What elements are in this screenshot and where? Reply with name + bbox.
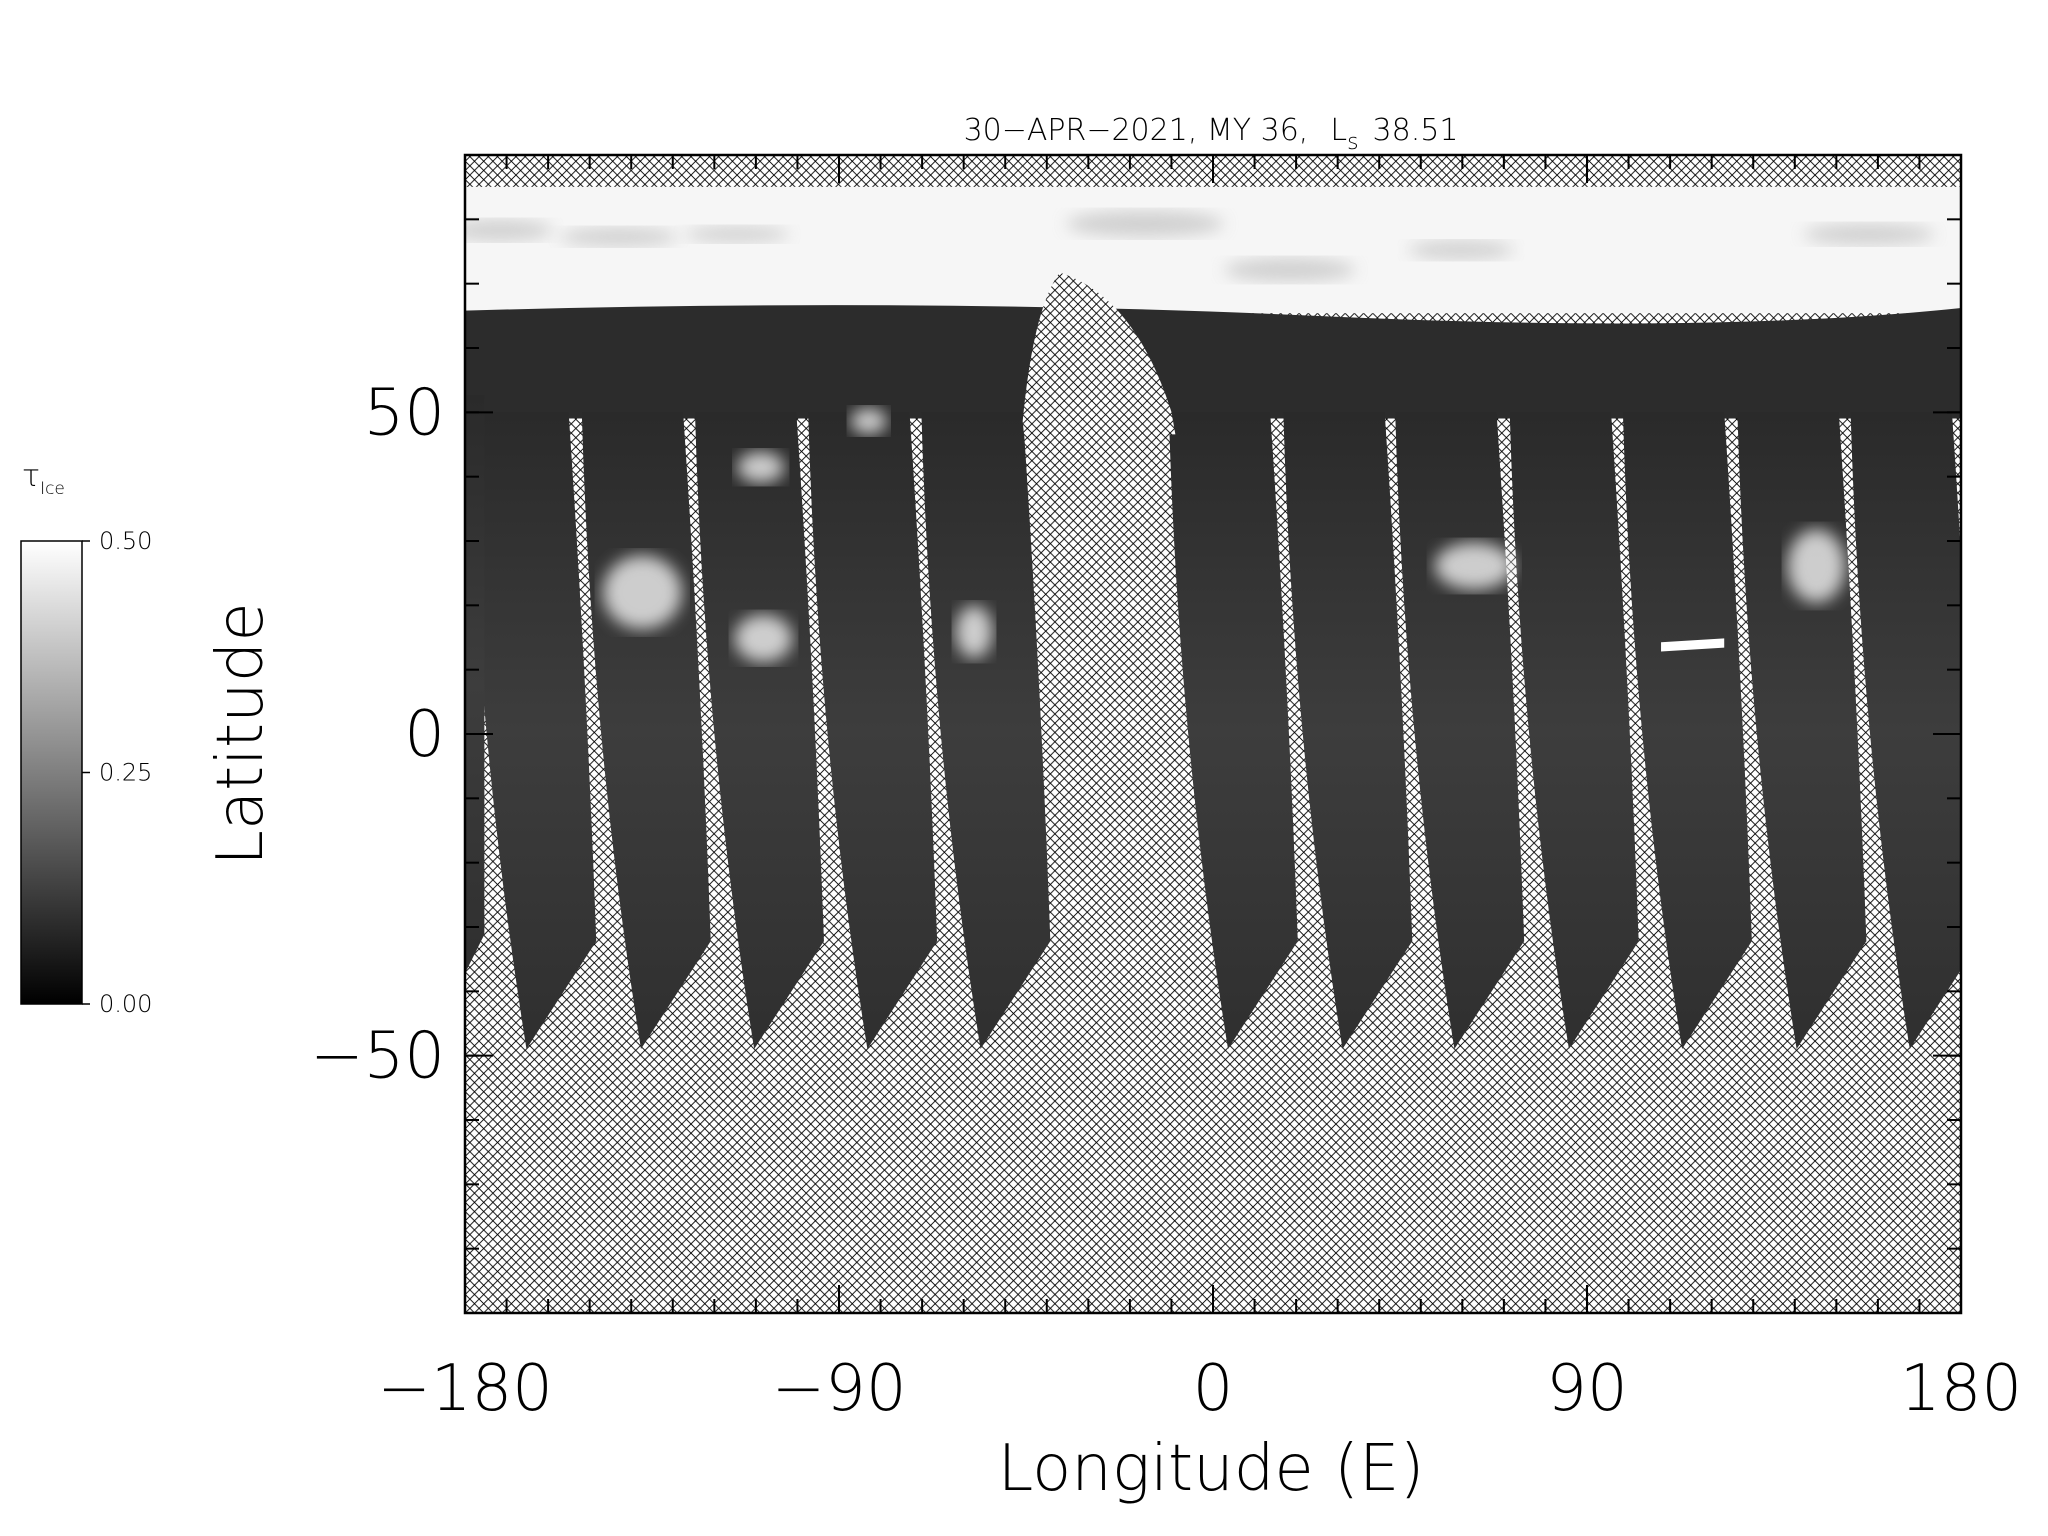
cap-streak <box>1066 210 1225 237</box>
cloud <box>602 555 682 630</box>
chart-title: 30−APR−2021, MY 36, Ls 38.51 <box>964 113 1459 155</box>
polar-cap-band <box>464 186 1962 314</box>
x-tick-label: −180 <box>377 1352 553 1426</box>
swath <box>808 411 938 1050</box>
cloud <box>734 614 793 663</box>
colorbar-tick-label: 0.00 <box>99 990 152 1018</box>
swath <box>694 411 824 1050</box>
x-tick-label: 0 <box>1193 1352 1234 1426</box>
cloud <box>850 408 888 435</box>
colorbar-tick-label: 0.25 <box>99 759 152 787</box>
cap-streak <box>1803 223 1935 245</box>
x-axis-label: Longitude (E) <box>998 1432 1425 1506</box>
colorbar <box>20 540 83 1005</box>
swath <box>467 411 597 1050</box>
map-image <box>464 155 1962 1314</box>
swath <box>1509 411 1639 1050</box>
cap-streak <box>684 226 790 243</box>
colorbar-label: τIce <box>22 459 65 499</box>
colorbar-symbol: τ <box>22 459 40 494</box>
y-tick-label: 50 <box>364 376 445 450</box>
title-symbol: L <box>1330 113 1347 148</box>
y-tick-label: −50 <box>310 1020 445 1094</box>
title-text: 30−APR−2021, MY 36, <box>964 113 1309 148</box>
title-value: 38.51 <box>1373 113 1459 148</box>
swath <box>464 394 485 974</box>
cap-streak <box>1408 240 1514 260</box>
title-subscript: s <box>1347 130 1358 155</box>
swath <box>1168 411 1298 1050</box>
x-tick-label: 180 <box>1900 1352 2022 1426</box>
dark-band <box>464 305 1962 419</box>
swath <box>1283 411 1413 1050</box>
cloud <box>1434 542 1514 590</box>
colorbar-tick-label: 0.50 <box>99 527 152 555</box>
y-tick-label: 0 <box>404 698 445 772</box>
x-tick-label: 90 <box>1546 1352 1627 1426</box>
x-tick-label: −90 <box>771 1352 906 1426</box>
no-data-gap <box>1022 272 1176 435</box>
cap-streak <box>1224 257 1356 282</box>
swath <box>921 411 1051 1050</box>
cloud <box>1787 529 1846 603</box>
y-axis-label: Latitude <box>204 602 278 865</box>
swath <box>1622 411 1752 1050</box>
swath <box>1850 411 1962 1050</box>
cap-streak <box>559 227 678 247</box>
no-data-gap <box>1661 638 1725 652</box>
cap-streak <box>464 219 553 241</box>
cloud <box>737 451 785 484</box>
cloud <box>955 605 993 659</box>
colorbar-subscript: Ice <box>40 479 65 499</box>
